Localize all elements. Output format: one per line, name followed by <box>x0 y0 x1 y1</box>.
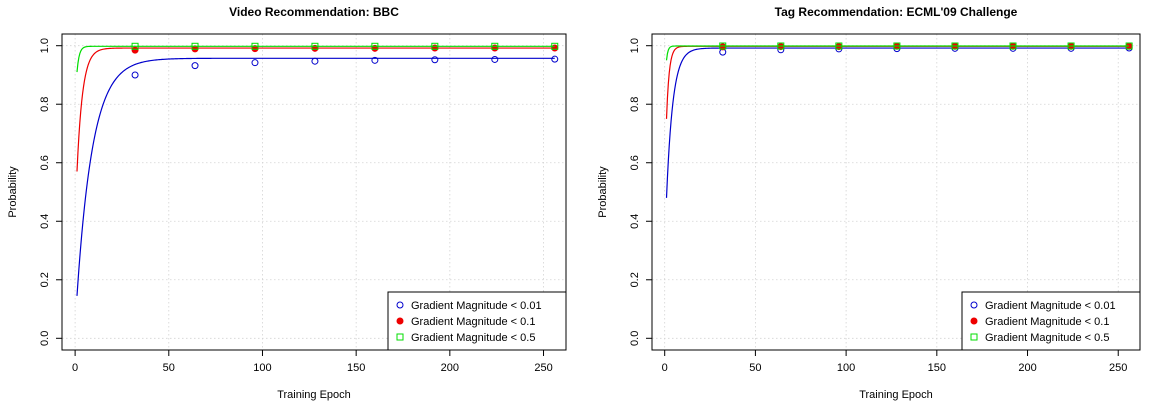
legend-box <box>961 291 1141 351</box>
x-axis-label: Training Epoch <box>859 389 933 401</box>
data-point <box>1067 42 1075 50</box>
y-tick-label: 1.0 <box>629 38 641 53</box>
x-tick-label: 250 <box>534 362 552 374</box>
x-tick-label: 0 <box>72 362 78 374</box>
series-2 <box>665 42 1133 119</box>
data-point <box>431 42 439 50</box>
data-point <box>251 42 259 50</box>
data-point <box>251 59 259 67</box>
legend-marker-filled-circle <box>396 317 404 325</box>
data-point <box>491 42 499 50</box>
data-point <box>835 42 843 50</box>
x-tick-label: 200 <box>1018 362 1036 374</box>
series-3 <box>76 42 559 73</box>
legend-label: Gradient Magnitude < 0.5 <box>985 332 1109 344</box>
y-tick-label: 0.0 <box>39 331 51 346</box>
legend: Gradient Magnitude < 0.01 Gradient Magnit… <box>387 291 567 351</box>
chart-title: Video Recommendation: BBC <box>229 5 399 19</box>
y-tick-label: 0.8 <box>39 97 51 112</box>
data-point <box>371 42 379 50</box>
y-tick-label: 0.4 <box>39 214 51 229</box>
data-point <box>191 42 199 50</box>
y-tick-label: 0.2 <box>629 272 641 287</box>
data-point <box>777 42 785 50</box>
data-point <box>491 55 499 63</box>
data-point <box>951 42 959 50</box>
data-point <box>311 57 319 65</box>
data-point <box>131 42 139 50</box>
y-tick-label: 0.6 <box>39 155 51 170</box>
data-point <box>551 42 559 50</box>
y-tick-label: 1.0 <box>39 38 51 53</box>
x-tick-label: 100 <box>253 362 271 374</box>
x-tick-label: 200 <box>441 362 459 374</box>
legend-marker-open-square <box>396 333 404 341</box>
y-tick-label: 0.0 <box>629 331 641 346</box>
x-axis-label: Training Epoch <box>277 389 351 401</box>
data-point <box>311 42 319 50</box>
legend-box <box>387 291 567 351</box>
series-2 <box>76 44 559 172</box>
legend: Gradient Magnitude < 0.01 Gradient Magnit… <box>961 291 1141 351</box>
x-tick-label: 250 <box>1109 362 1127 374</box>
plot-frame <box>651 33 1141 351</box>
x-tick-label: 50 <box>749 362 761 374</box>
series-line <box>76 47 555 172</box>
data-point <box>551 55 559 63</box>
series-line <box>665 47 1130 198</box>
series-3 <box>665 42 1133 61</box>
data-point <box>1009 42 1017 50</box>
y-tick-label: 0.6 <box>629 155 641 170</box>
series-line <box>665 45 1130 61</box>
chart-2: Tag Recommendation: ECML'09 Challenge 0 50… <box>597 5 1141 401</box>
legend-marker-open-square <box>970 333 978 341</box>
plot-frame <box>61 33 567 351</box>
legend-label: Gradient Magnitude < 0.1 <box>411 316 535 328</box>
legend-marker-filled-circle <box>970 317 978 325</box>
series-line <box>76 45 555 73</box>
x-tick-label: 50 <box>163 362 175 374</box>
data-point <box>1125 42 1133 50</box>
chart-1: Video Recommendation: BBC 0 50 100 150 200 250… <box>7 5 567 401</box>
x-tick-label: 100 <box>837 362 855 374</box>
legend-marker-open-circle <box>396 301 404 309</box>
x-tick-label: 0 <box>662 362 668 374</box>
data-point <box>719 42 727 50</box>
data-point <box>893 42 901 50</box>
data-point <box>371 56 379 64</box>
y-tick-label: 0.4 <box>629 214 641 229</box>
legend-label: Gradient Magnitude < 0.5 <box>411 332 535 344</box>
data-point <box>191 62 199 70</box>
series-line <box>76 57 555 296</box>
series-1 <box>665 44 1133 198</box>
series-line <box>665 45 1130 119</box>
x-tick-label: 150 <box>347 362 365 374</box>
legend-label: Gradient Magnitude < 0.1 <box>985 316 1109 328</box>
series-1 <box>76 55 559 296</box>
chart-title: Tag Recommendation: ECML'09 Challenge <box>775 5 1018 19</box>
x-tick-label: 150 <box>928 362 946 374</box>
y-axis-label: Probability <box>597 166 609 218</box>
data-point <box>131 46 139 54</box>
legend-label: Gradient Magnitude < 0.01 <box>411 300 542 312</box>
legend-marker-open-circle <box>970 301 978 309</box>
y-tick-label: 0.2 <box>39 272 51 287</box>
y-axis-label: Probability <box>7 166 19 218</box>
legend-label: Gradient Magnitude < 0.01 <box>985 300 1116 312</box>
data-point <box>431 56 439 64</box>
y-tick-label: 0.8 <box>629 97 641 112</box>
data-point <box>131 71 139 79</box>
